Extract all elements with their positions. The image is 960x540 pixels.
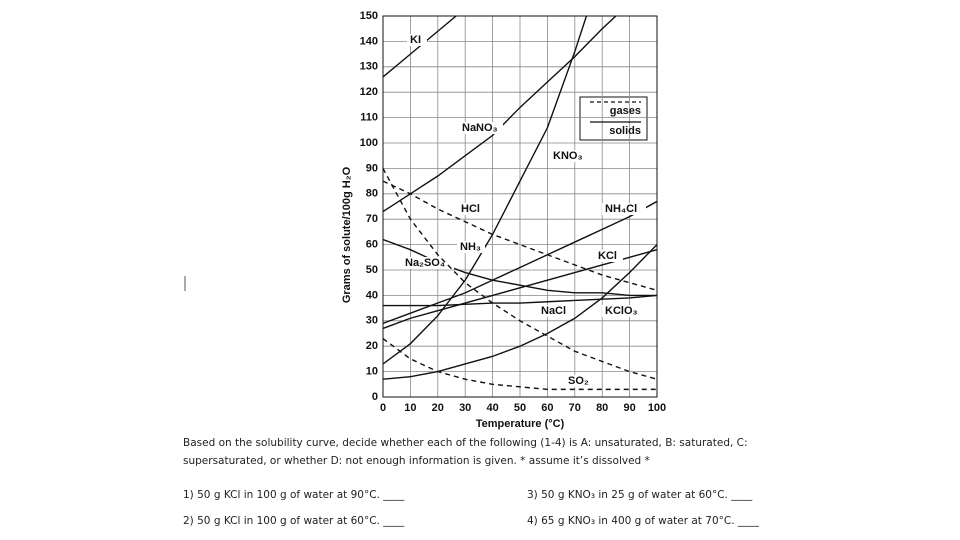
y-tick-label: 30 <box>366 315 378 327</box>
y-tick-label: 80 <box>366 188 378 200</box>
series-line <box>383 244 657 380</box>
y-tick-label: 130 <box>360 61 378 73</box>
series-line <box>383 16 617 213</box>
series-label: HCl <box>461 203 480 215</box>
x-tick-label: 90 <box>623 402 635 414</box>
y-tick-label: 120 <box>360 86 378 98</box>
legend-box <box>579 96 648 141</box>
question: 4) 65 g KNO₃ in 400 g of water at 70°C. … <box>527 515 759 527</box>
y-axis-label: Grams of solute/100g H₂O <box>341 166 353 303</box>
series-label: KCl <box>598 250 617 262</box>
legend-label: solids <box>609 125 641 137</box>
y-tick-label: 150 <box>360 10 378 22</box>
question: 2) 50 g KCl in 100 g of water at 60°C. _… <box>183 515 405 527</box>
x-tick-label: 30 <box>459 402 471 414</box>
series-label: KI <box>410 34 421 46</box>
series-label-bg <box>595 250 623 262</box>
y-tick-label: 20 <box>366 340 378 352</box>
series-label: NaCl <box>541 305 566 317</box>
series-label: KNO₃ <box>553 150 583 162</box>
series-label: KClO₃ <box>605 305 638 317</box>
x-tick-label: 80 <box>596 402 608 414</box>
series-label: SO₂ <box>568 375 589 387</box>
series-line <box>383 249 657 330</box>
series-label-bg <box>602 203 646 215</box>
series-line <box>383 168 657 380</box>
series-label: NaNO₃ <box>462 122 498 134</box>
plot-frame <box>382 15 658 398</box>
series-label-bg <box>602 305 646 317</box>
legend-label: gases <box>610 105 641 117</box>
series-label-bg <box>565 375 593 387</box>
x-axis-label: Temperature (°C) <box>476 418 565 430</box>
series-label: NH₃ <box>460 241 481 253</box>
question: 3) 50 g KNO₃ in 25 g of water at 60°C. _… <box>527 489 753 501</box>
series-label-bg <box>402 257 454 269</box>
y-tick-label: 90 <box>366 162 378 174</box>
y-tick-label: 10 <box>366 366 378 378</box>
series-line <box>383 200 657 324</box>
series-line <box>383 338 657 391</box>
series-label-bg <box>538 305 574 317</box>
x-tick-label: 70 <box>569 402 581 414</box>
y-tick-label: 0 <box>372 391 378 403</box>
series-label-bg <box>407 34 427 46</box>
y-tick-label: 100 <box>360 137 378 149</box>
x-tick-label: 40 <box>486 402 498 414</box>
series-label-bg <box>459 122 503 134</box>
y-tick-label: 110 <box>360 112 378 124</box>
series-label-bg <box>457 241 485 253</box>
instructions: Based on the solubility curve, decide wh… <box>183 437 748 467</box>
y-tick-label: 70 <box>366 213 378 225</box>
series-label-bg <box>550 150 586 162</box>
y-tick-label: 60 <box>366 239 378 251</box>
y-tick-label: 40 <box>366 289 378 301</box>
question: 1) 50 g KCl in 100 g of water at 90°C. _… <box>183 489 405 501</box>
y-tick-label: 140 <box>360 35 378 47</box>
series-line <box>383 294 657 307</box>
x-tick-label: 0 <box>380 402 386 414</box>
x-tick-label: 100 <box>648 402 666 414</box>
series-label: NH₄Cl <box>605 203 637 215</box>
x-tick-label: 50 <box>514 402 526 414</box>
series-label: Na₂SO₄ <box>405 257 445 269</box>
x-tick-label: 20 <box>432 402 444 414</box>
x-tick-label: 60 <box>541 402 553 414</box>
y-tick-label: 50 <box>366 264 378 276</box>
series-label-bg <box>458 203 486 215</box>
x-tick-label: 10 <box>404 402 416 414</box>
